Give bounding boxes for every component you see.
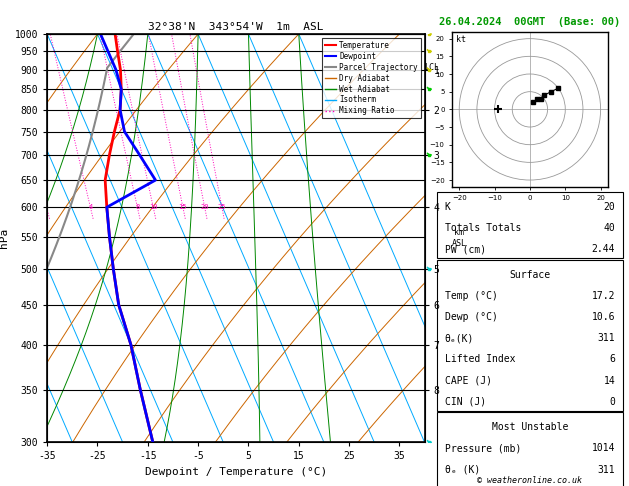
Text: 4: 4	[88, 204, 92, 210]
Text: Surface: Surface	[509, 270, 550, 280]
Text: 2.44: 2.44	[592, 244, 615, 254]
Text: 6: 6	[610, 354, 615, 364]
Text: 0: 0	[610, 397, 615, 407]
Y-axis label: hPa: hPa	[0, 228, 9, 248]
Text: Dewp (°C): Dewp (°C)	[445, 312, 498, 322]
Text: 15: 15	[179, 204, 187, 210]
Text: θₑ(K): θₑ(K)	[445, 333, 474, 343]
Text: 10.6: 10.6	[592, 312, 615, 322]
Text: 10: 10	[149, 204, 157, 210]
Text: 20: 20	[201, 204, 209, 210]
Text: Lifted Index: Lifted Index	[445, 354, 515, 364]
Text: 8: 8	[135, 204, 140, 210]
Text: Pressure (mb): Pressure (mb)	[445, 444, 521, 453]
Text: 26.04.2024  00GMT  (Base: 00): 26.04.2024 00GMT (Base: 00)	[439, 17, 621, 27]
Text: 20: 20	[604, 202, 615, 212]
Text: K: K	[445, 202, 450, 212]
Text: CAPE (J): CAPE (J)	[445, 376, 492, 385]
Text: © weatheronline.co.uk: © weatheronline.co.uk	[477, 475, 582, 485]
Text: Most Unstable: Most Unstable	[492, 422, 568, 433]
Text: 1014: 1014	[592, 444, 615, 453]
Text: PW (cm): PW (cm)	[445, 244, 486, 254]
Title: 32°38'N  343°54'W  1m  ASL: 32°38'N 343°54'W 1m ASL	[148, 22, 324, 32]
Text: 14: 14	[604, 376, 615, 385]
Text: 25: 25	[218, 204, 226, 210]
Text: 311: 311	[598, 333, 615, 343]
Text: 17.2: 17.2	[592, 291, 615, 301]
Text: Temp (°C): Temp (°C)	[445, 291, 498, 301]
Y-axis label: km
ASL: km ASL	[452, 228, 467, 248]
X-axis label: Dewpoint / Temperature (°C): Dewpoint / Temperature (°C)	[145, 467, 327, 477]
Legend: Temperature, Dewpoint, Parcel Trajectory, Dry Adiabat, Wet Adiabat, Isotherm, Mi: Temperature, Dewpoint, Parcel Trajectory…	[321, 38, 421, 119]
Text: CIN (J): CIN (J)	[445, 397, 486, 407]
Text: θₑ (K): θₑ (K)	[445, 465, 480, 475]
Text: kt: kt	[455, 35, 465, 44]
Text: Totals Totals: Totals Totals	[445, 223, 521, 233]
Text: 40: 40	[604, 223, 615, 233]
Text: LCL: LCL	[425, 63, 440, 72]
Text: 311: 311	[598, 465, 615, 475]
